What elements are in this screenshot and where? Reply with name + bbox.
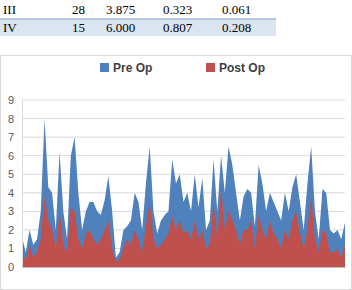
grid-line xyxy=(22,137,345,138)
tick: 3 xyxy=(8,205,22,217)
row-highlight xyxy=(0,19,276,36)
table-cell: III xyxy=(3,2,16,17)
tick-label: 4 xyxy=(8,187,14,199)
axis-line xyxy=(23,267,346,268)
grid-line xyxy=(22,118,345,119)
figure: III283.8750.3230.061IV156.0000.8070.2080… xyxy=(0,0,352,290)
chart-frame xyxy=(1,56,352,290)
table-cell: 0.208 xyxy=(222,20,251,35)
tick: 8 xyxy=(8,113,22,125)
tick: 5 xyxy=(8,168,22,180)
tick-label: 0 xyxy=(8,261,14,273)
tick-label: 6 xyxy=(8,150,14,162)
area xyxy=(22,187,345,267)
tick-label: 8 xyxy=(8,113,14,125)
tick: 1 xyxy=(8,242,22,254)
table-cell: 15 xyxy=(72,20,85,35)
tick: 0 xyxy=(8,261,22,273)
tick: 2 xyxy=(8,224,22,236)
table: III 28 3.875 0.323 0.061 IV 15 6.000 0.807 0.208 xyxy=(0,2,276,36)
grid-line xyxy=(22,100,345,101)
table-cell: IV xyxy=(3,20,17,35)
x-axis xyxy=(23,267,346,268)
table-cell: 0.061 xyxy=(222,2,251,17)
table-cell: 3.875 xyxy=(106,2,135,17)
tick: 6 xyxy=(8,150,22,162)
area xyxy=(22,119,345,267)
tick-label: 1 xyxy=(8,242,14,254)
legend: Pre Op Post Op xyxy=(100,61,265,75)
tick: 7 xyxy=(8,131,22,143)
tick-label: 9 xyxy=(8,94,14,106)
grid xyxy=(22,100,345,267)
tick: 9 xyxy=(8,94,22,106)
table-cell: 28 xyxy=(72,2,85,17)
legend-swatch xyxy=(100,63,109,72)
legend-swatch xyxy=(206,63,215,72)
tick-label: 3 xyxy=(8,205,14,217)
table-cell: 6.000 xyxy=(106,20,135,35)
legend-label: Post Op xyxy=(219,61,265,75)
legend-label: Pre Op xyxy=(113,61,152,75)
tick-label: 5 xyxy=(8,168,14,180)
plot-area xyxy=(22,119,345,267)
table-cell: 0.323 xyxy=(163,2,192,17)
y-axis: 0 1 2 3 4 5 6 7 8 9 xyxy=(8,94,23,273)
tick: 4 xyxy=(8,187,22,199)
table-cell: 0.807 xyxy=(163,20,193,35)
axis-line xyxy=(22,101,23,268)
tick-label: 7 xyxy=(8,131,14,143)
tick-label: 2 xyxy=(8,224,14,236)
grid-line xyxy=(22,155,345,156)
